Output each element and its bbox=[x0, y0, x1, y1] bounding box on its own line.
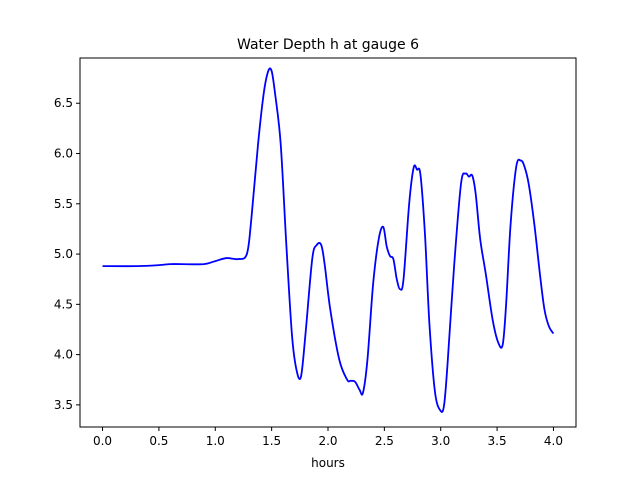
x-tick-label: 2.5 bbox=[375, 434, 394, 448]
y-tick-label: 6.0 bbox=[54, 147, 73, 161]
y-tick-label: 4.5 bbox=[54, 297, 73, 311]
y-tick-label: 5.0 bbox=[54, 247, 73, 261]
x-tick-label: 1.5 bbox=[262, 434, 281, 448]
plot-frame bbox=[79, 57, 577, 428]
y-tick-label: 4.0 bbox=[54, 348, 73, 362]
y-tick-label: 3.5 bbox=[54, 398, 73, 412]
x-tick-label: 1.0 bbox=[206, 434, 225, 448]
x-tick-label: 3.0 bbox=[431, 434, 450, 448]
x-tick-label: 0.5 bbox=[149, 434, 168, 448]
chart-title: Water Depth h at gauge 6 bbox=[237, 37, 419, 53]
x-tick-label: 0.0 bbox=[93, 434, 112, 448]
x-tick-label: 3.5 bbox=[488, 434, 507, 448]
x-tick-label: 2.0 bbox=[318, 434, 337, 448]
y-axis: 3.5 4.0 4.5 5.0 5.5 6.0 6.5 bbox=[54, 96, 80, 412]
x-tick-label: 4.0 bbox=[544, 434, 563, 448]
series-line bbox=[102, 67, 555, 413]
x-axis: 0.0 0.5 1.0 1.5 2.0 2.5 3.0 3.5 4.0 bbox=[93, 427, 563, 448]
y-tick-label: 6.5 bbox=[54, 96, 73, 110]
y-tick-label: 5.5 bbox=[54, 197, 73, 211]
x-axis-label: hours bbox=[311, 456, 345, 470]
